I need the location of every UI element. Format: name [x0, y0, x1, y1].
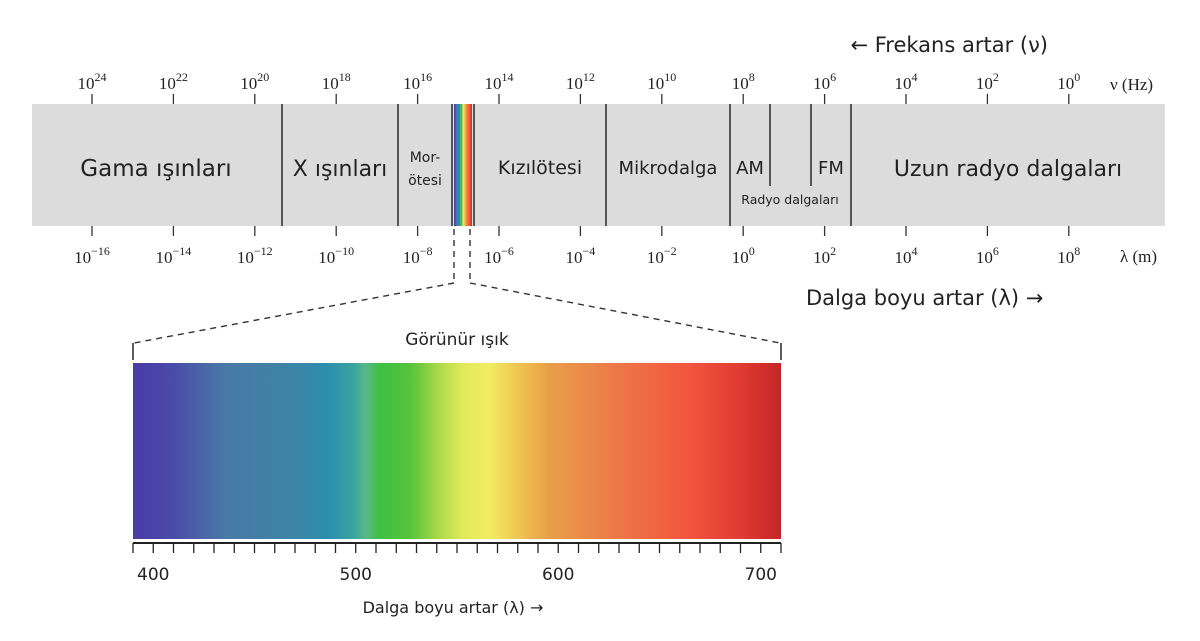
- frequency-tick-label: 100: [1057, 70, 1080, 93]
- visible-title: Görünür ışık: [405, 330, 509, 350]
- wavelength-tick-label: 10−6: [484, 244, 514, 267]
- visible-scale: 400 500 600 700: [132, 542, 782, 585]
- region-infrared: Kızılötesi: [498, 157, 582, 179]
- frequency-tick-label: 1020: [240, 70, 269, 93]
- frequency-tick-label: 102: [976, 70, 999, 93]
- frequency-tick-label: 104: [895, 70, 918, 93]
- wavelength-tick-label: 10−12: [237, 244, 273, 267]
- region-uv-line1: Mor-: [410, 150, 441, 166]
- frequency-unit: ν (Hz): [1110, 75, 1153, 94]
- region-radio: Radyo dalgaları: [741, 192, 838, 207]
- frequency-tick-label: 1012: [566, 70, 595, 93]
- visible-spectrum-bar: [133, 363, 781, 539]
- region-dividers: [281, 104, 852, 226]
- region-long-radio: Uzun radyo dalgaları: [894, 157, 1122, 182]
- wavelength-tick-label: 10−10: [318, 244, 354, 267]
- visible-strip-in-band: [454, 104, 472, 226]
- wavelength-tick-label: 106: [976, 244, 999, 267]
- wavelength-unit: λ (m): [1120, 247, 1157, 266]
- frequency-tick-label: 1014: [485, 70, 514, 93]
- visible-scale-label: 600: [542, 565, 574, 585]
- spectrum-band: [32, 104, 1165, 226]
- wavelength-tick-label: 102: [813, 244, 836, 267]
- frequency-axis: 1024 1022 1020 1018 1016 1014 1012 1010 108 106 10…: [78, 70, 1080, 104]
- frequency-header: ← Frekans artar (ν): [850, 33, 1048, 57]
- visible-scale-label: 500: [340, 565, 372, 585]
- visible-footer: Dalga boyu artar (λ) →: [363, 598, 544, 617]
- frequency-tick-label: 1024: [78, 70, 107, 93]
- wavelength-tick-label: 10−4: [566, 244, 596, 267]
- frequency-tick-label: 106: [813, 70, 836, 93]
- wavelength-tick-label: 108: [1057, 244, 1080, 267]
- region-xray: X ışınları: [293, 157, 387, 182]
- wavelength-axis: 10−16 10−14 10−12 10−10 10−8 10−6 10−4 10−2 100 1…: [74, 226, 1080, 267]
- visible-scale-label: 700: [745, 565, 777, 585]
- frequency-tick-label: 1016: [403, 70, 432, 93]
- wavelength-tick-label: 100: [732, 244, 755, 267]
- region-am: AM: [736, 158, 764, 179]
- zoom-line-right-diagonal: [469, 282, 781, 344]
- zoom-lines: [133, 229, 781, 344]
- frequency-tick-label: 1010: [647, 70, 676, 93]
- visible-bracket: [132, 343, 782, 360]
- region-fm: FM: [818, 158, 844, 179]
- frequency-tick-label: 1018: [322, 70, 351, 93]
- region-uv-line2: ötesi: [408, 173, 442, 189]
- wavelength-tick-label: 10−14: [156, 244, 192, 267]
- wavelength-footer: Dalga boyu artar (λ) →: [806, 286, 1043, 310]
- frequency-tick-label: 1022: [159, 70, 188, 93]
- region-microwave: Mikrodalga: [619, 158, 718, 179]
- wavelength-tick-label: 10−2: [647, 244, 677, 267]
- wavelength-tick-label: 10−8: [403, 244, 433, 267]
- region-gamma: Gama ışınları: [80, 156, 231, 182]
- wavelength-tick-label: 104: [895, 244, 918, 267]
- frequency-tick-label: 108: [732, 70, 755, 93]
- visible-scale-label: 400: [137, 565, 169, 585]
- wavelength-tick-label: 10−16: [74, 244, 110, 267]
